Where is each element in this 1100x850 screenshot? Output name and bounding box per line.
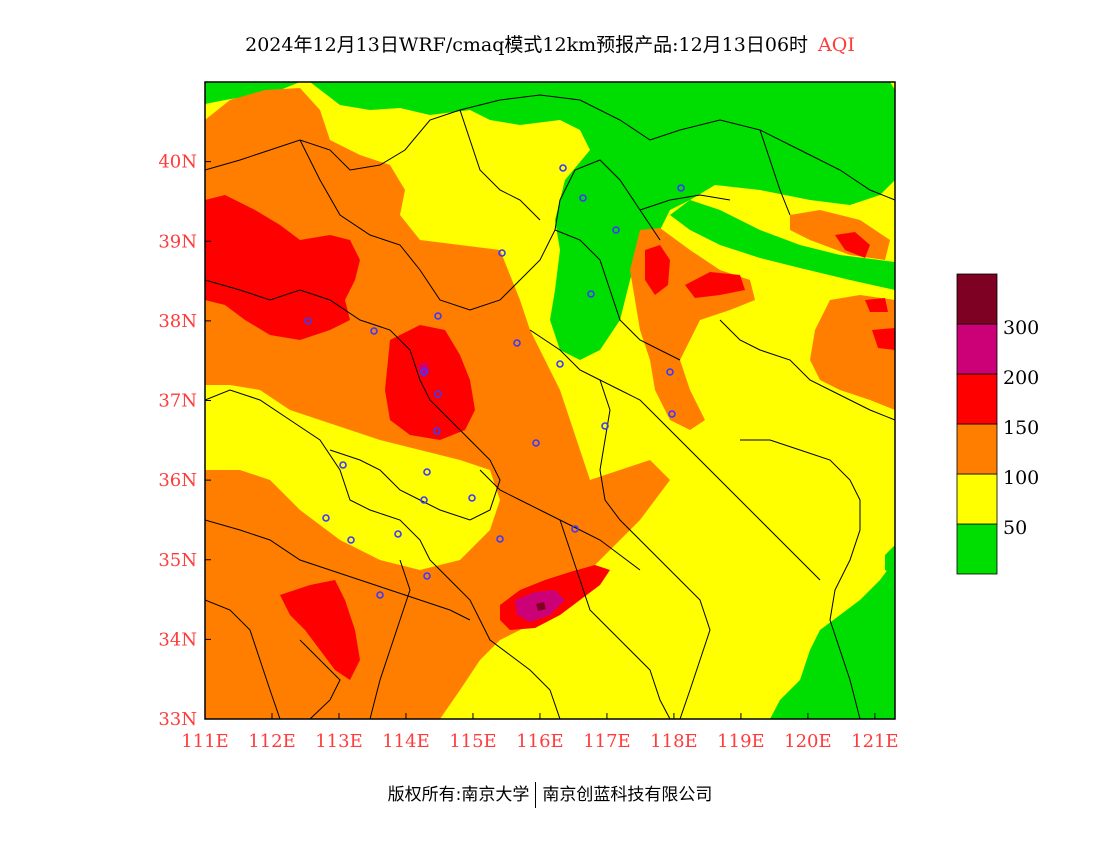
city-marker: [376, 591, 384, 599]
map-title: 2024年12月13日WRF/cmaq模式12km预报产品:12月13日06时 A…: [0, 30, 1100, 57]
lat-tick-label: 36N: [158, 470, 197, 491]
aqi-unhealthy-region-west: [205, 195, 360, 340]
city-markers: [304, 164, 685, 599]
city-marker: [612, 226, 620, 234]
legend-label: 100: [1003, 467, 1039, 489]
city-marker: [433, 427, 441, 435]
city-marker: [304, 317, 312, 325]
city-marker: [394, 530, 402, 538]
lon-tick-label: 117E: [583, 731, 631, 752]
aqi-unhealthy-region-coast: [865, 298, 888, 312]
legend-swatch: [956, 373, 998, 425]
city-marker: [339, 461, 347, 469]
boundary-lines: [205, 94, 895, 719]
legend-label: 50: [1003, 517, 1027, 539]
lon-tick-label: 114E: [382, 731, 430, 752]
city-marker: [556, 360, 564, 368]
aqi-field: [205, 82, 895, 719]
lat-tick-label: 33N: [158, 709, 197, 730]
city-marker: [347, 536, 355, 544]
lat-tick-label: 35N: [158, 550, 197, 571]
lon-tick-label: 118E: [650, 731, 698, 752]
city-marker: [370, 327, 378, 335]
city-marker: [434, 312, 442, 320]
legend-swatch: [956, 523, 998, 575]
city-marker: [579, 194, 587, 202]
latitude-axis: 33N 34N 35N 36N 37N 38N 39N 40N: [158, 152, 211, 730]
lon-tick-label: 113E: [315, 731, 363, 752]
city-marker: [513, 339, 521, 347]
legend-swatch: [956, 323, 998, 375]
city-marker: [559, 164, 567, 172]
lon-tick-label: 115E: [449, 731, 497, 752]
lon-tick-label: 116E: [516, 731, 564, 752]
aqi-usg-region-east-coast: [810, 295, 895, 410]
aqi-legend: 50 100 150 200 300: [956, 273, 1039, 575]
city-marker: [677, 184, 685, 192]
legend-label: 300: [1003, 317, 1039, 339]
aqi-good-region-east-coast: [670, 200, 895, 290]
aqi-unhealthy-region-northeast: [835, 232, 870, 258]
aqi-unhealthy-region-southwest: [280, 580, 360, 680]
title-text: 2024年12月13日WRF/cmaq模式12km预报产品:12月13日06时: [245, 34, 809, 56]
lat-tick-label: 38N: [158, 311, 197, 332]
aqi-unhealthy-region-east: [645, 245, 670, 295]
city-marker: [468, 494, 476, 502]
legend-label: 200: [1003, 367, 1039, 389]
city-marker: [571, 525, 579, 533]
legend-label: 150: [1003, 417, 1039, 439]
lat-tick-label: 37N: [158, 391, 197, 412]
footer-copyright: 版权所有:南京大学: [387, 785, 530, 805]
aqi-good-region-southeast: [770, 560, 895, 719]
legend-swatch: [956, 273, 998, 325]
legend-swatch: [956, 473, 998, 525]
lon-tick-label: 111E: [181, 731, 229, 752]
footer-company: 南京创蓝科技有限公司: [542, 785, 713, 805]
city-marker: [668, 410, 676, 418]
city-marker: [423, 572, 431, 580]
city-marker: [587, 290, 595, 298]
lon-tick-label: 120E: [784, 731, 832, 752]
lon-tick-label: 119E: [717, 731, 765, 752]
lat-tick-label: 34N: [158, 629, 197, 650]
footer-separator: [535, 782, 537, 808]
lon-tick-label: 121E: [851, 731, 899, 752]
longitude-axis: 111E 112E 113E 114E 115E 116E 117E 118E 119E 120E…: [181, 713, 899, 752]
aqi-good-region-southeast-2: [885, 545, 895, 575]
aqi-good-region-north: [310, 82, 895, 360]
aqi-hazardous-region: [536, 602, 546, 611]
footer: 版权所有:南京大学 南京创蓝科技有限公司: [0, 780, 1100, 808]
city-marker: [498, 249, 506, 257]
city-marker: [420, 496, 428, 504]
city-marker: [532, 439, 540, 447]
city-marker: [322, 514, 330, 522]
city-marker: [496, 535, 504, 543]
lon-tick-label: 112E: [248, 731, 296, 752]
aqi-unhealthy-region-east-2: [685, 272, 745, 298]
aqi-unhealthy-region-coast-2: [872, 328, 895, 350]
city-marker: [423, 468, 431, 476]
lat-tick-label: 40N: [158, 152, 197, 173]
city-marker: [420, 368, 428, 376]
lat-tick-label: 39N: [158, 231, 197, 252]
aqi-unhealthy-region-center: [385, 325, 475, 440]
city-marker: [666, 368, 674, 376]
aqi-good-region-northwest: [205, 82, 300, 104]
legend-swatch: [956, 423, 998, 475]
city-marker: [601, 422, 609, 430]
city-marker: [434, 390, 442, 398]
title-variable: AQI: [818, 34, 855, 56]
